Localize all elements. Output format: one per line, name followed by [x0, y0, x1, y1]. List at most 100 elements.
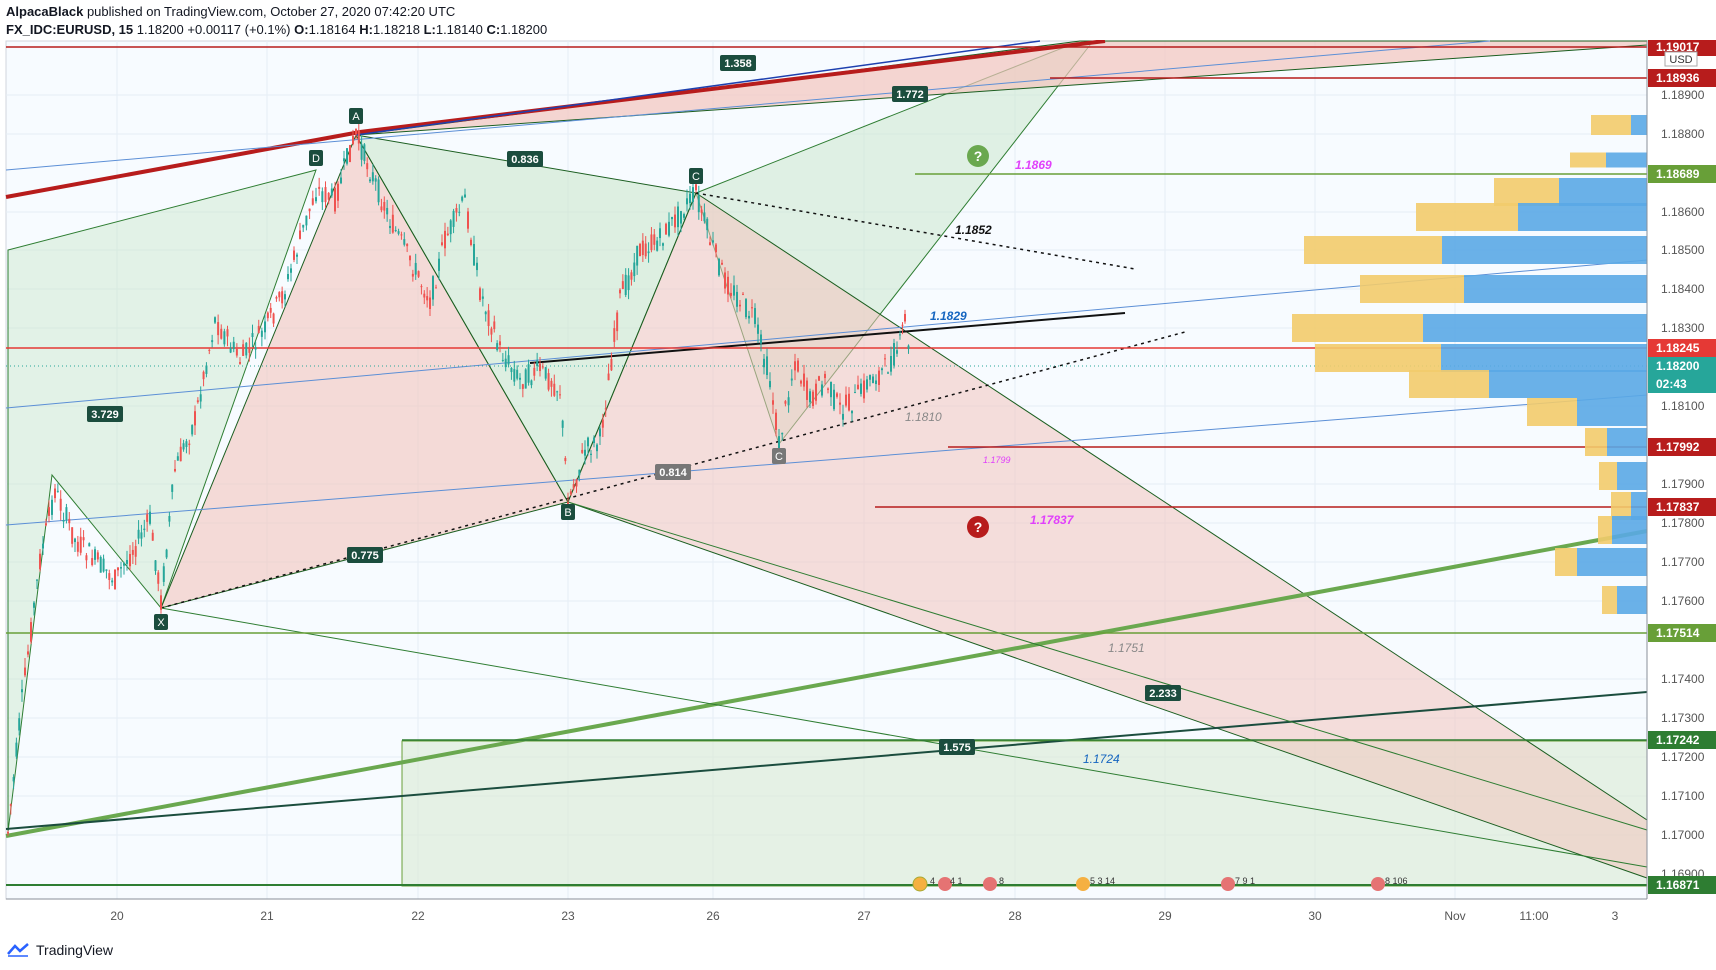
candle-body [391, 214, 394, 233]
blue-line-steep[interactable] [355, 40, 1041, 136]
volume-bar-blue [1612, 516, 1647, 544]
candle-body [621, 281, 624, 290]
candle-body [569, 491, 572, 495]
candle-body [346, 148, 348, 164]
event-badge-5[interactable]: 7 9 1 [1235, 876, 1255, 886]
time-axis[interactable] [6, 899, 1716, 929]
candle-body [194, 411, 196, 426]
candle-body [400, 234, 403, 236]
price-tag-label: 1.18936 [1656, 71, 1700, 85]
event-badge-2[interactable]: 4 1 [950, 876, 963, 886]
price-tag-bg [1648, 498, 1716, 516]
candle-body [420, 286, 423, 288]
x-tick-label: 11:00 [1519, 909, 1548, 923]
dark-green-trendline[interactable] [5, 691, 1648, 830]
dotted-support[interactable] [160, 331, 1186, 609]
candle-body [162, 566, 165, 582]
blue-channel-low[interactable] [5, 394, 1648, 526]
red-question-icon[interactable]: ? [967, 516, 989, 538]
candle-body [165, 549, 168, 558]
candle-body [214, 317, 216, 323]
candle-body [668, 221, 670, 236]
candle-body [185, 441, 188, 448]
currency-label[interactable]: USD [1669, 54, 1692, 66]
candle-body [91, 558, 94, 566]
annot-1.1799: 1.1799 [983, 455, 1011, 465]
candle-body [65, 507, 68, 520]
candle-body [639, 243, 641, 257]
candle-body [845, 394, 847, 406]
xabcd-left-green[interactable] [7, 169, 317, 833]
candle-body [524, 369, 527, 389]
volume-bar-yellow [1315, 344, 1441, 372]
price-tag-label: 1.18200 [1656, 359, 1700, 373]
candle-body [432, 276, 434, 300]
price-axis[interactable] [1647, 41, 1716, 899]
volume-bar-blue [1631, 492, 1647, 520]
candle-body [360, 144, 363, 160]
candle-body [82, 537, 85, 541]
candle-body [596, 444, 598, 452]
candle-body [647, 251, 650, 254]
event-badge-6[interactable]: 8 106 [1385, 876, 1408, 886]
candle-body [191, 425, 194, 435]
price-tag-label: 1.19017 [1656, 40, 1700, 54]
x-projection-line[interactable] [160, 607, 1648, 868]
candle-body [435, 287, 437, 289]
volume-bar-yellow [1602, 586, 1617, 614]
candle-body [884, 358, 886, 360]
author-name[interactable]: AlpacaBlack [6, 4, 84, 19]
candle-body [27, 651, 29, 655]
candle-body [836, 393, 838, 397]
candle-body [299, 230, 301, 239]
green-thick-trendline[interactable] [5, 529, 1648, 838]
candle-body [340, 177, 342, 184]
price-tag-bg [1648, 731, 1716, 749]
candle-body [476, 262, 478, 271]
candle-body [39, 553, 41, 570]
b-projection-line[interactable] [567, 501, 1648, 831]
candle-body [587, 437, 589, 447]
candle-body [51, 499, 53, 515]
y-tick-label: 1.18900 [1661, 88, 1705, 102]
candle-body [533, 367, 536, 376]
volume-bar-blue [1518, 203, 1647, 231]
candle-body [114, 569, 116, 590]
candle-body [21, 689, 23, 693]
blue-line-top[interactable] [5, 40, 1491, 171]
price-tag-bg [1648, 69, 1716, 87]
symbol-label[interactable]: FX_IDC:EURUSD, 15 [6, 22, 134, 37]
candle-body [199, 394, 202, 402]
footer-brand[interactable]: TradingView [6, 938, 113, 962]
black-trendline[interactable] [529, 312, 1126, 364]
volume-bar-yellow [1599, 462, 1617, 490]
event-badge-3[interactable]: 8 [999, 876, 1004, 886]
dotted-resistance[interactable] [695, 192, 1136, 270]
candle-body [352, 135, 354, 145]
candle-body [721, 262, 723, 265]
event-badge-1[interactable]: 4 [930, 876, 935, 886]
economic-events[interactable]: 4 4 1 8 5 3 14 7 9 1 8 106 [912, 876, 1408, 892]
green-question-icon[interactable]: ? [967, 145, 989, 167]
candle-body [71, 527, 74, 544]
candle-body [444, 230, 446, 249]
candlestick-series[interactable] [7, 123, 910, 836]
candle-body [887, 372, 889, 374]
candle-body [547, 373, 550, 390]
candle-body [59, 498, 62, 511]
volume-bar-blue [1559, 178, 1647, 206]
candle-body [745, 299, 747, 318]
chart-area[interactable]: A B C C D X 1.358 1.772 0.836 3.729 0.81… [0, 38, 1716, 965]
candle-body [126, 559, 128, 564]
price-tag-label: 1.17242 [1656, 733, 1700, 747]
event-badge-4[interactable]: 5 3 14 [1090, 876, 1115, 886]
candle-body [827, 388, 829, 390]
candle-body [680, 211, 682, 224]
candle-body [196, 400, 199, 403]
red-trendline[interactable] [5, 130, 361, 199]
candle-body [455, 208, 458, 213]
candle-body [371, 172, 374, 182]
candle-body [337, 183, 339, 201]
price-chart[interactable]: A B C C D X 1.358 1.772 0.836 3.729 0.81… [0, 38, 1716, 965]
candle-body [899, 334, 901, 336]
